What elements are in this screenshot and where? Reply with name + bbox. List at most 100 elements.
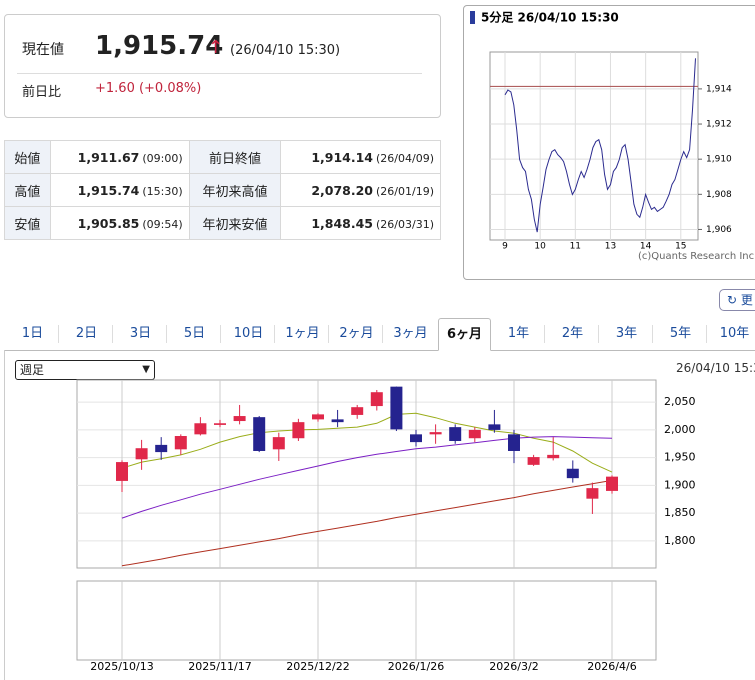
candle-body (410, 434, 422, 443)
period-tab[interactable]: 3日 (129, 326, 152, 341)
candle-body (527, 457, 540, 465)
stat-value: 1,905.85 (77, 215, 140, 231)
stat-label: 安値 (4, 206, 51, 240)
stat-value-cell: 2,078.20 (26/01/19) (280, 173, 441, 207)
stat-date: (26/04/09) (376, 151, 434, 165)
price-line (504, 58, 696, 233)
period-tab[interactable]: 5年 (669, 326, 692, 341)
candle-body (194, 423, 207, 435)
volume-frame (76, 580, 657, 661)
period-tab[interactable]: 2ヶ月 (339, 326, 374, 341)
y-tick-label: 2,000 (664, 423, 696, 436)
candle-body (547, 454, 560, 459)
refresh-icon: ↻ (727, 293, 738, 307)
candle-body (214, 423, 226, 425)
candle-body (566, 468, 579, 479)
candle-body (488, 424, 501, 430)
candle-body (390, 386, 403, 430)
quote-box: 現在値 1,915.74 ↑ (26/04/10 15:30) 前日比 +1.6… (4, 14, 441, 118)
plot-frame (76, 379, 657, 569)
x-tick-label: 10 (534, 242, 546, 252)
stat-value: 1,911.67 (77, 149, 140, 165)
tab-separator (114, 325, 167, 343)
timestamp: 26/04/10 15:30 (676, 361, 755, 375)
stat-time: (09:00) (142, 151, 183, 165)
stat-time: (09:54) (142, 217, 183, 231)
intraday-panel (463, 5, 755, 280)
period-tab[interactable]: 1日 (21, 326, 44, 341)
period-tab[interactable]: 1ヶ月 (285, 326, 320, 341)
tab-separator (222, 325, 275, 343)
tab-separator (330, 325, 383, 343)
candle-body (174, 436, 187, 450)
stat-value: 1,915.74 (77, 182, 140, 198)
y-tick-label: 1,850 (664, 506, 696, 519)
period-tab[interactable]: 2日 (75, 326, 98, 341)
y-tick-label: 1,800 (664, 534, 696, 547)
candle-body (351, 407, 364, 415)
stat-label: 年初来高値 (188, 173, 282, 207)
candle-body (586, 488, 599, 499)
y-tick-label: 1,950 (664, 451, 696, 464)
refresh-label: 更 (740, 293, 753, 307)
change-label: 前日比 (22, 85, 62, 100)
stats-row: 高値 1,915.74 (15:30) 年初来高値 2,078.20 (26/01/19) (4, 173, 441, 207)
stat-label: 年初来安値 (188, 206, 282, 240)
y-tick-label: 1,900 (664, 478, 696, 491)
stat-date: (26/03/31) (376, 217, 434, 231)
x-tick-label: 2025/10/13 (90, 660, 153, 673)
candle-body (468, 429, 481, 439)
period-tab[interactable]: 10年 (719, 326, 750, 341)
x-tick-label: 15 (675, 242, 686, 252)
y-tick-label: 1,906 (706, 225, 732, 235)
x-tick-label: 2026/3/2 (489, 660, 538, 673)
tab-separator (654, 325, 707, 343)
period-tabs: 1日 2日 3日 5日 10日 1ヶ月 2ヶ月 3ヶ月 6ヶ月 1年 2年 3年 5年 10年 (4, 318, 755, 351)
candle-body (233, 416, 246, 422)
candle-body (429, 432, 442, 435)
candle-body (449, 427, 462, 442)
candle-body (253, 417, 266, 451)
candle-body (508, 434, 520, 451)
stat-value-cell: 1,905.85 (09:54) (49, 206, 190, 240)
stat-time: (15:30) (142, 184, 183, 198)
separator (17, 73, 422, 74)
y-tick-label: 1,912 (706, 120, 732, 130)
period-tab[interactable]: 6ヶ月 (438, 318, 491, 351)
period-tab[interactable]: 3年 (615, 326, 638, 341)
period-tab[interactable]: 5日 (183, 326, 206, 341)
tab-separator (600, 325, 653, 343)
x-tick-label: 2026/4/6 (587, 660, 636, 673)
stat-value: 1,848.45 (311, 215, 373, 231)
stats-row: 安値 1,905.85 (09:54) 年初来安値 1,848.45 (26/03/31) (4, 206, 441, 240)
refresh-button[interactable]: ↻ 更 (719, 289, 755, 311)
price-label: 現在値 (22, 42, 64, 58)
price: 1,915.74 (95, 31, 224, 61)
x-tick-label: 14 (640, 242, 652, 252)
x-tick-label: 2026/1/26 (388, 660, 444, 673)
title-icon (470, 11, 475, 24)
period-tab[interactable]: 10日 (233, 326, 264, 341)
stat-date: (26/01/19) (376, 184, 434, 198)
candle-body (370, 392, 383, 407)
stat-label: 高値 (4, 173, 51, 207)
change: +1.60 (+0.08%) (95, 81, 202, 96)
stat-value-cell: 1,848.45 (26/03/31) (280, 206, 441, 240)
x-tick-label: 13 (605, 242, 616, 252)
tab-separator (546, 325, 599, 343)
chart-panel (4, 350, 755, 680)
period-tab[interactable]: 1年 (507, 326, 530, 341)
tab-separator (492, 325, 545, 343)
intraday-title: 5分足 26/04/10 15:30 (481, 10, 619, 25)
y-tick-label: 1,908 (706, 190, 732, 200)
period-select-label: 週足 (20, 363, 45, 377)
tab-separator (168, 325, 221, 343)
candle-body (606, 476, 618, 491)
period-tab[interactable]: 3ヶ月 (393, 326, 428, 341)
period-tab[interactable]: 2年 (561, 326, 584, 341)
x-tick-label: 9 (502, 242, 508, 252)
stat-value: 2,078.20 (311, 182, 373, 198)
select-arrow: ▼ (142, 364, 150, 375)
candle-body (272, 437, 285, 450)
